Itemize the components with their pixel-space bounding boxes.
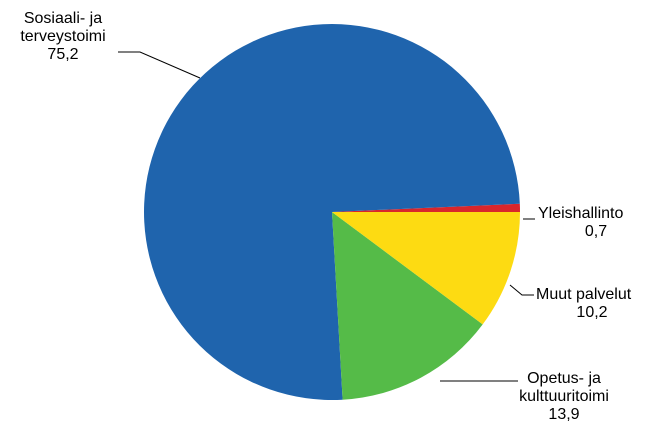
slice-sosiaali-ja-terveystoimi	[144, 24, 520, 401]
pie-slices	[144, 24, 520, 401]
value-label: 13,9	[548, 406, 579, 423]
leader-line-sosiaali-ja-terveystoimi	[118, 51, 201, 79]
category-label: kulttuuritoimi	[519, 388, 609, 405]
value-label: 75,2	[47, 46, 78, 63]
value-label: 0,7	[585, 223, 607, 240]
slice-opetus-ja-kulttuuritoimi	[332, 212, 483, 400]
slice-muut-palvelut	[332, 212, 520, 325]
label-opetus-ja-kulttuuritoimi: Opetus- ja kulttuuritoimi 13,9	[519, 370, 609, 423]
category-label: terveystoimi	[20, 28, 105, 45]
label-muut-palvelut: Muut palvelut 10,2	[536, 286, 632, 321]
slice-yleishallinto	[332, 203, 520, 212]
slice-labels: Yleishallinto 0,7 Sosiaali- ja terveystoimi…	[20, 10, 631, 423]
category-label: Opetus- ja	[527, 370, 601, 387]
label-yleishallinto: Yleishallinto 0,7	[538, 205, 623, 240]
label-sosiaali-ja-terveystoimi: Sosiaali- ja terveystoimi 75,2	[20, 10, 105, 63]
value-label: 10,2	[576, 304, 607, 321]
category-label: Yleishallinto	[538, 205, 623, 222]
leader-lines	[118, 51, 535, 382]
leader-line-muut-palvelut	[509, 284, 534, 296]
category-label: Sosiaali- ja	[24, 10, 102, 27]
category-label: Muut palvelut	[536, 286, 632, 303]
